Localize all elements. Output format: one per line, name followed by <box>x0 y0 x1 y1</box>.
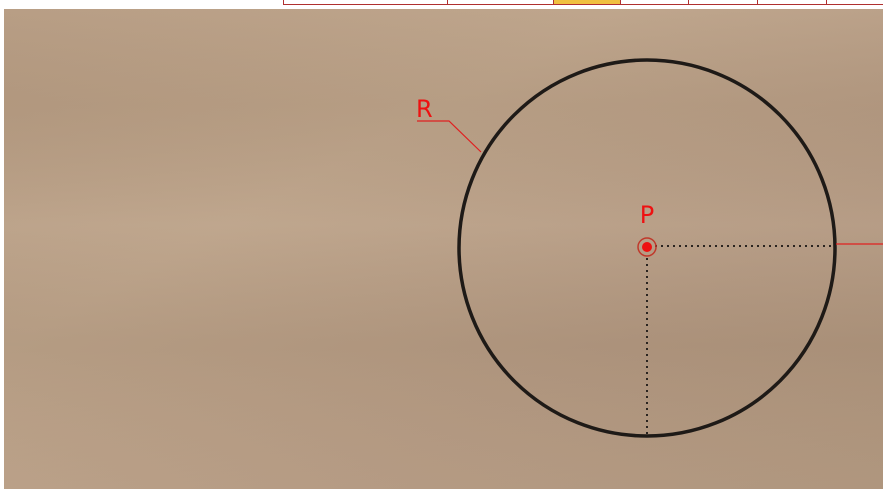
highlight-cell <box>553 0 620 4</box>
radius-label: R <box>416 95 433 123</box>
scene: R P <box>0 0 883 489</box>
center-point <box>642 242 652 252</box>
wood-grain <box>4 9 883 489</box>
center-label: P <box>640 201 654 229</box>
page: {"labels": {"radius": "R", "center": "P"… <box>0 0 883 489</box>
